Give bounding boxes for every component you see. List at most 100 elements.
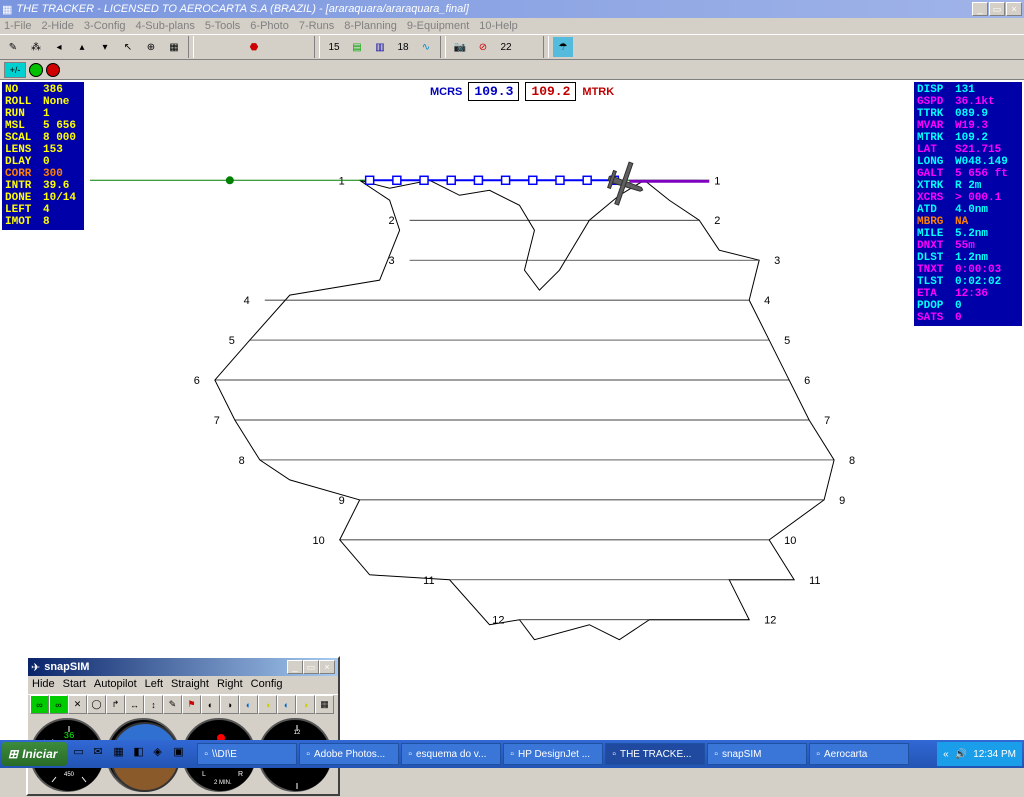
ss-g3-icon[interactable]: ◐ — [239, 695, 258, 714]
ss-ud-icon[interactable]: ↕ — [144, 695, 163, 714]
status-strip: +/- — [0, 60, 1024, 80]
taskbar-task[interactable]: ▫HP DesignJet ... — [503, 743, 603, 765]
ss-g2-icon[interactable]: ◑ — [220, 695, 239, 714]
tool-blank4[interactable] — [289, 36, 311, 58]
menu-item[interactable]: 3-Config — [84, 20, 126, 32]
tool-camera-icon[interactable]: 📷 — [449, 36, 471, 58]
close-button[interactable]: × — [1006, 2, 1022, 16]
tool-pencil-icon[interactable]: ✎ — [2, 36, 24, 58]
system-tray[interactable]: « 🔊 12:34 PM — [937, 742, 1022, 766]
menu-item[interactable]: 2-Hide — [42, 20, 74, 32]
menu-item[interactable]: 7-Runs — [299, 20, 334, 32]
ql-icon[interactable]: ▣ — [173, 745, 191, 763]
ss-glasses2-icon[interactable]: ∞ — [49, 695, 68, 714]
data-row: IMOT8 — [5, 216, 81, 228]
tool-target-icon[interactable]: ⊕ — [140, 36, 162, 58]
minimize-button[interactable]: _ — [972, 2, 988, 16]
tool-blank2[interactable] — [220, 36, 242, 58]
snapsim-window[interactable]: ✈ snapSIM _ ▭ × Hide Start Autopilot Left St… — [26, 656, 340, 796]
taskbar-task[interactable]: ▫Aerocarta — [809, 743, 909, 765]
svg-text:L: L — [202, 771, 206, 778]
snapsim-menu-item[interactable]: Left — [145, 678, 163, 692]
ss-pencil-icon[interactable]: ✎ — [163, 695, 182, 714]
ql-icon[interactable]: ▭ — [73, 745, 91, 763]
ql-icon[interactable]: ◈ — [153, 745, 171, 763]
ss-disk-icon[interactable]: ▦ — [315, 695, 334, 714]
menu-item[interactable]: 1-File — [4, 20, 32, 32]
ss-g5-icon[interactable]: ◐ — [277, 695, 296, 714]
svg-text:4: 4 — [244, 295, 250, 307]
status-dot-red[interactable] — [46, 63, 60, 77]
tool-num15-icon[interactable]: 15 — [323, 36, 345, 58]
tool-pointer-icon[interactable]: ↖ — [117, 36, 139, 58]
menu-item[interactable]: 9-Equipment — [407, 20, 469, 32]
snapsim-menu-item[interactable]: Start — [63, 678, 86, 692]
svg-text:4: 4 — [764, 295, 770, 307]
ql-icon[interactable]: ◧ — [133, 745, 151, 763]
data-row: XCRS> 000.1 — [917, 192, 1019, 204]
ql-icon[interactable]: ✉ — [93, 745, 111, 763]
snapsim-menu-item[interactable]: Straight — [171, 678, 209, 692]
snapsim-maximize-button[interactable]: ▭ — [303, 660, 319, 674]
ss-lr-icon[interactable]: ↔ — [125, 695, 144, 714]
menu-item[interactable]: 6-Photo — [250, 20, 289, 32]
ss-g1-icon[interactable]: ◐ — [201, 695, 220, 714]
ss-flag-icon[interactable]: ⚑ — [182, 695, 201, 714]
snapsim-minimize-button[interactable]: _ — [287, 660, 303, 674]
ss-glasses1-icon[interactable]: ∞ — [30, 695, 49, 714]
tool-blank5[interactable] — [518, 36, 540, 58]
svg-text:2 MIN.: 2 MIN. — [214, 780, 232, 786]
menu-item[interactable]: 4-Sub-plans — [136, 20, 195, 32]
tool-wand-icon[interactable]: ⁂ — [25, 36, 47, 58]
snapsim-menu-item[interactable]: Autopilot — [94, 678, 137, 692]
data-row: ATD4.0nm — [917, 204, 1019, 216]
ss-turn-icon[interactable]: ↱ — [106, 695, 125, 714]
tool-parachute-icon[interactable]: ☂ — [552, 36, 574, 58]
snapsim-menu-item[interactable]: Right — [217, 678, 243, 692]
tool-arrow-up-icon[interactable]: ▴ — [71, 36, 93, 58]
tool-diskblue-icon[interactable]: ▥ — [369, 36, 391, 58]
tool-grid-icon[interactable]: ▦ — [163, 36, 185, 58]
taskbar-task[interactable]: ▫Adobe Photos... — [299, 743, 399, 765]
data-row: MTRK109.2 — [917, 132, 1019, 144]
ss-g4-icon[interactable]: ◑ — [258, 695, 277, 714]
maximize-button[interactable]: ▭ — [989, 2, 1005, 16]
ss-circle-icon[interactable]: ◯ — [87, 695, 106, 714]
tool-stop-icon[interactable]: ⬣ — [243, 36, 265, 58]
svg-text:10: 10 — [784, 535, 796, 547]
snapsim-menu-item[interactable]: Config — [251, 678, 283, 692]
tool-num22-icon[interactable]: 22 — [495, 36, 517, 58]
svg-text:2: 2 — [389, 215, 395, 227]
data-row: MSL5 656 — [5, 120, 81, 132]
tray-icon[interactable]: 🔊 — [955, 749, 967, 760]
tool-blank1[interactable] — [197, 36, 219, 58]
snapsim-title-text: snapSIM — [44, 661, 287, 673]
ss-cross-icon[interactable]: ✕ — [68, 695, 87, 714]
taskbar-task[interactable]: ▫esquema do v... — [401, 743, 501, 765]
data-row: LEFT4 — [5, 204, 81, 216]
snapsim-menu-item[interactable]: Hide — [32, 678, 55, 692]
ss-g6-icon[interactable]: ◑ — [296, 695, 315, 714]
tool-nocam-icon[interactable]: ⊘ — [472, 36, 494, 58]
tool-zigzag-icon[interactable]: ∿ — [415, 36, 437, 58]
tool-num18-icon[interactable]: 18 — [392, 36, 414, 58]
status-toggle[interactable]: +/- — [4, 62, 26, 78]
tool-diskgreen-icon[interactable]: ▤ — [346, 36, 368, 58]
taskbar-task[interactable]: ▫THE TRACKE... — [605, 743, 705, 765]
tool-blank3[interactable] — [266, 36, 288, 58]
snapsim-titlebar[interactable]: ✈ snapSIM _ ▭ × — [28, 658, 338, 676]
menu-item[interactable]: 5-Tools — [205, 20, 240, 32]
snapsim-close-button[interactable]: × — [319, 660, 335, 674]
start-button[interactable]: ⊞ Iniciar — [2, 742, 67, 766]
tool-arrow-left-icon[interactable]: ◂ — [48, 36, 70, 58]
taskbar-task[interactable]: ▫\\DI\E — [197, 743, 297, 765]
flight-plan-area[interactable]: 112233445566778899101011111212 — [90, 80, 909, 740]
tool-arrow-down-icon[interactable]: ▾ — [94, 36, 116, 58]
menu-item[interactable]: 8-Planning — [344, 20, 397, 32]
tray-expand-icon[interactable]: « — [943, 749, 949, 760]
menubar: 1-File 2-Hide 3-Config 4-Sub-plans 5-Tools 6-… — [0, 18, 1024, 34]
menu-item[interactable]: 10-Help — [479, 20, 518, 32]
taskbar-task[interactable]: ▫snapSIM — [707, 743, 807, 765]
ql-icon[interactable]: ▦ — [113, 745, 131, 763]
status-dot-green[interactable] — [29, 63, 43, 77]
